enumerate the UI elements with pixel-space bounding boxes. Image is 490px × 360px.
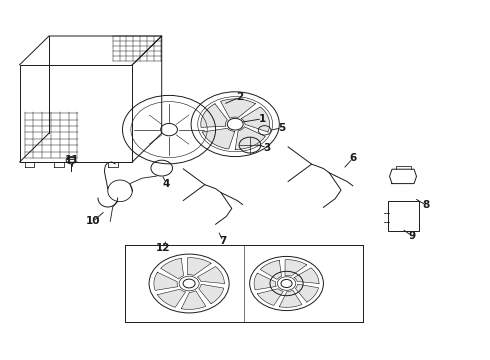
Polygon shape — [197, 266, 224, 284]
Polygon shape — [161, 258, 184, 279]
Polygon shape — [220, 99, 255, 118]
Text: 7: 7 — [219, 236, 227, 246]
Text: 2: 2 — [237, 92, 244, 102]
Polygon shape — [181, 291, 206, 309]
Text: 4: 4 — [163, 179, 171, 189]
Text: 9: 9 — [408, 231, 415, 241]
Text: 3: 3 — [264, 143, 270, 153]
Text: 12: 12 — [155, 243, 170, 253]
Polygon shape — [257, 289, 283, 305]
Polygon shape — [260, 260, 281, 279]
Polygon shape — [254, 273, 276, 290]
Polygon shape — [294, 268, 319, 284]
Polygon shape — [201, 104, 227, 127]
Polygon shape — [285, 260, 307, 276]
Text: 5: 5 — [278, 123, 285, 133]
Polygon shape — [279, 290, 302, 307]
Polygon shape — [198, 284, 224, 304]
Text: 8: 8 — [423, 200, 430, 210]
Polygon shape — [154, 272, 178, 291]
Polygon shape — [235, 127, 266, 149]
Polygon shape — [187, 258, 211, 275]
Polygon shape — [157, 289, 186, 307]
Text: 11: 11 — [65, 155, 80, 165]
Polygon shape — [241, 107, 270, 132]
Polygon shape — [295, 284, 318, 302]
Text: 10: 10 — [86, 216, 100, 226]
Text: 6: 6 — [349, 153, 356, 163]
Text: 1: 1 — [259, 114, 266, 124]
Polygon shape — [202, 128, 235, 149]
